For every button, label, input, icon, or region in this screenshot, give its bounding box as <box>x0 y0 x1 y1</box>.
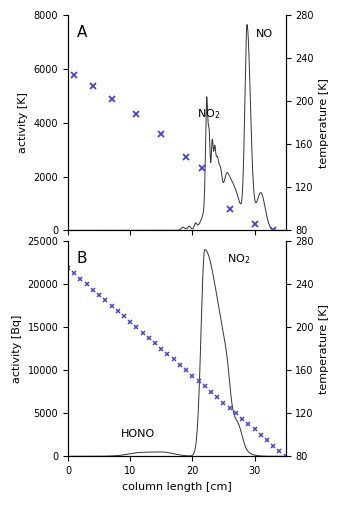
Y-axis label: temperature [K]: temperature [K] <box>319 304 329 393</box>
Y-axis label: activity [K]: activity [K] <box>18 92 28 153</box>
Y-axis label: temperature [K]: temperature [K] <box>319 78 329 168</box>
Text: NO$_2$: NO$_2$ <box>226 252 250 267</box>
Y-axis label: activity [Bq]: activity [Bq] <box>12 314 22 383</box>
X-axis label: column length [cm]: column length [cm] <box>122 482 232 492</box>
Text: NO: NO <box>256 29 273 39</box>
Text: HONO: HONO <box>121 429 155 440</box>
Text: B: B <box>77 250 87 266</box>
Text: NO$_2$: NO$_2$ <box>197 107 221 121</box>
Text: A: A <box>77 25 87 40</box>
